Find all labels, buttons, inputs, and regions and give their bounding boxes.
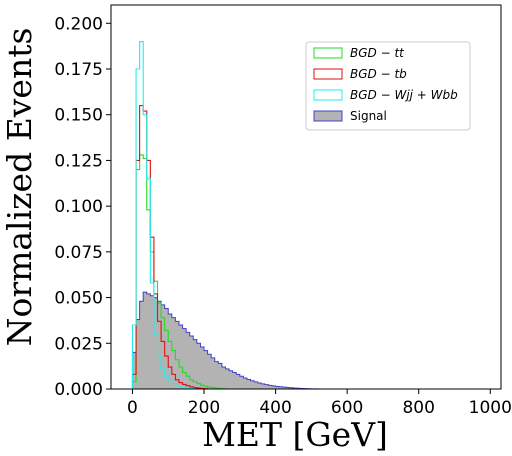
y-axis-title: Normalized Events (0, 28, 39, 347)
legend-label: Signal (350, 109, 387, 123)
y-tick-label: 0.075 (54, 243, 103, 263)
axes: 0 200 400 600 800 1000 0.000 0.025 0.050 0.075 0.1… (54, 4, 512, 418)
y-tick-label: 0.175 (54, 60, 103, 80)
legend-label: BGD − tt (350, 46, 405, 60)
series-bgd-tt (131, 154, 227, 390)
x-tick-label: 1000 (469, 398, 512, 418)
legend-swatch (313, 89, 343, 101)
x-tick-label: 200 (188, 398, 220, 418)
y-tick-label: 0.050 (54, 289, 103, 309)
legend-swatch (313, 68, 343, 80)
legend-label: BGD − tb (350, 67, 407, 81)
x-tick-label: 600 (331, 398, 363, 418)
legend-box (305, 41, 471, 131)
y-tick-label: 0.200 (54, 14, 103, 34)
y-tick-label: 0.125 (54, 151, 103, 171)
x-tick-label: 400 (259, 398, 291, 418)
series-signal (131, 291, 320, 390)
legend-swatch (313, 110, 343, 122)
y-tick-label: 0.150 (54, 106, 103, 126)
x-tick-label: 0 (127, 398, 138, 418)
legend-label: BGD − Wjj + Wbb (350, 88, 458, 102)
series-bgd-wjj-wbb (131, 41, 194, 389)
series-bgd-tb (131, 105, 209, 390)
y-tick-label: 0.000 (54, 380, 103, 400)
plot-frame (110, 4, 502, 390)
y-tick-label: 0.100 (54, 197, 103, 217)
legend-swatch (313, 47, 343, 59)
plot-area (131, 41, 320, 390)
legend: BGD − tt BGD − tb BGD − Wjj + Wbb Signal (305, 41, 471, 131)
y-tick-label: 0.025 (54, 334, 103, 354)
x-axis-title: MET [GeV] (202, 415, 388, 454)
x-tick-label: 800 (402, 398, 434, 418)
